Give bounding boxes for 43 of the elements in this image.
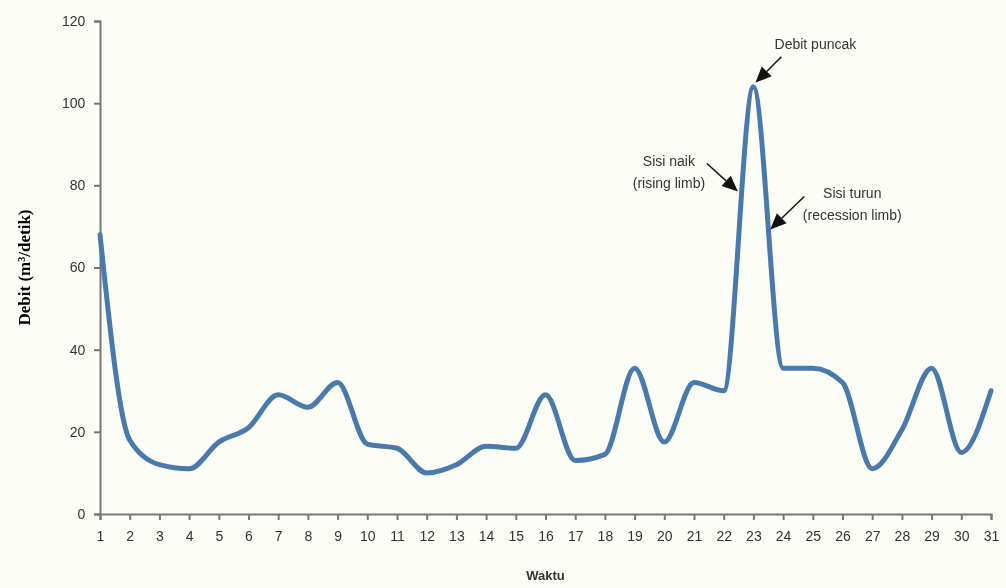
- annotation: Debit puncak: [774, 35, 858, 52]
- x-tick-label: 13: [449, 528, 465, 545]
- x-tick-label: 6: [245, 528, 254, 545]
- x-tick-label: 20: [657, 528, 673, 545]
- annotation: Sisi naik (rising limb): [632, 152, 706, 191]
- x-tick-label: 31: [983, 528, 1000, 545]
- x-tick-label: 11: [390, 528, 405, 545]
- y-tick-label: 60: [69, 259, 86, 276]
- x-axis-title: Waktu: [526, 568, 565, 583]
- x-tick-label: 8: [304, 528, 313, 545]
- y-tick-label: 120: [62, 12, 86, 29]
- x-tick-label: 23: [746, 528, 762, 545]
- x-tick-label: 27: [864, 528, 881, 545]
- x-tick-label: 29: [924, 528, 941, 545]
- x-tick-label: 21: [686, 528, 703, 545]
- x-tick-label: 2: [126, 528, 135, 545]
- y-axis-title: Debit (m³/detik): [15, 209, 34, 326]
- x-tick-label: 24: [775, 528, 792, 545]
- x-tick-label: 15: [508, 528, 525, 545]
- x-tick-label: 19: [627, 528, 644, 545]
- x-tick-label: 5: [215, 528, 224, 545]
- x-tick-label: 16: [538, 528, 554, 545]
- x-tick-label: 18: [597, 528, 614, 545]
- x-tick-label: 22: [716, 528, 733, 545]
- x-tick-label: 4: [185, 528, 194, 545]
- x-tick-label: 17: [567, 528, 584, 545]
- y-tick-label: 100: [62, 95, 86, 112]
- x-tick-label: 28: [894, 528, 911, 545]
- x-tick-label: 1: [96, 528, 105, 545]
- x-tick-label: 7: [274, 528, 283, 545]
- annotation: Sisi turun (recession limb): [802, 185, 902, 224]
- x-tick-label: 9: [334, 528, 343, 545]
- x-tick-label: 3: [156, 528, 164, 545]
- y-tick-label: 40: [69, 341, 86, 358]
- x-tick-label: 25: [805, 528, 822, 545]
- x-tick-label: 30: [954, 528, 970, 545]
- y-tick-label: 20: [69, 423, 86, 440]
- x-tick-label: 10: [360, 528, 376, 545]
- y-tick-label: 80: [69, 177, 86, 194]
- x-tick-label: 12: [419, 528, 436, 545]
- x-tick-label: 26: [835, 528, 851, 545]
- y-tick-label: 0: [77, 505, 86, 522]
- x-tick-label: 14: [478, 528, 495, 545]
